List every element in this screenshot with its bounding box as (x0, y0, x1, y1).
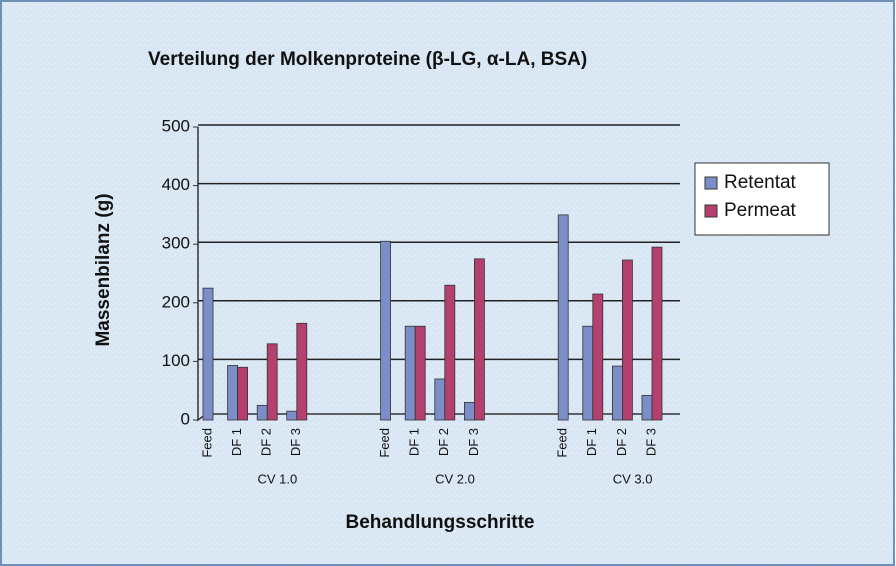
bar (414, 325, 426, 421)
bar (651, 246, 663, 421)
bar (237, 366, 249, 421)
legend (694, 162, 830, 236)
x-tick-label: DF 3 (466, 428, 481, 456)
bar (592, 293, 604, 421)
legend-label: Retentat (724, 172, 797, 193)
y-tick-label: 100 (162, 351, 190, 370)
group-label: CV 3.0 (613, 471, 653, 486)
bar (622, 259, 633, 421)
legend-label: Permeat (724, 200, 797, 221)
bar (434, 378, 446, 421)
y-tick-label: 200 (162, 292, 190, 311)
bar (582, 325, 594, 421)
y-tick-label: 400 (162, 175, 190, 194)
group-label: CV 1.0 (258, 471, 298, 486)
x-tick-label: DF 1 (407, 428, 422, 456)
y-tick-label: 500 (162, 116, 190, 135)
bar (266, 343, 278, 421)
bar (202, 287, 214, 421)
y-axis-title: Massenbilanz (g) (93, 193, 114, 346)
x-tick-label: DF 1 (584, 428, 599, 456)
bar (444, 284, 456, 421)
bar (612, 365, 623, 421)
bar (296, 322, 308, 421)
x-tick-label: Feed (555, 428, 570, 458)
bar (286, 410, 298, 421)
y-tick-label: 300 (162, 234, 190, 253)
x-tick-label: DF 1 (229, 428, 244, 456)
x-tick-label: Feed (199, 428, 214, 458)
x-tick-label: DF 2 (436, 428, 451, 456)
y-tick-label: 0 (181, 409, 190, 428)
bar (404, 325, 416, 421)
chart-title: Verteilung der Molkenproteine (β-LG, α-L… (148, 49, 587, 70)
group-label: CV 2.0 (435, 471, 475, 486)
x-tick-label: DF 2 (614, 428, 629, 456)
x-tick-label: Feed (377, 428, 392, 458)
legend-swatch (704, 204, 718, 218)
bar (463, 402, 475, 421)
bar (227, 365, 239, 421)
bar (473, 258, 485, 421)
bar (557, 214, 569, 421)
bar (641, 394, 653, 421)
x-tick-label: DF 2 (259, 428, 274, 456)
legend-swatch (704, 176, 718, 190)
bar (256, 404, 268, 421)
x-tick-label: DF 3 (643, 428, 658, 456)
x-tick-label: DF 3 (288, 428, 303, 456)
bar (380, 240, 392, 421)
x-axis-title: Behandlungsschritte (346, 512, 535, 533)
